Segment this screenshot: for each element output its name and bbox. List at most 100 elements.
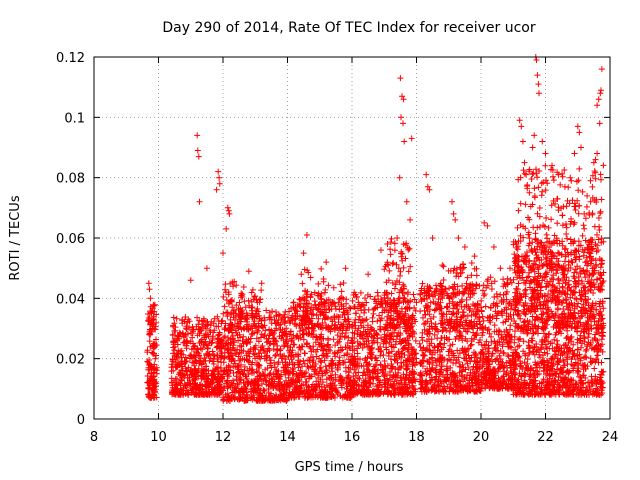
data-point xyxy=(583,346,590,353)
data-point xyxy=(362,295,368,302)
data-point xyxy=(317,358,324,365)
data-point xyxy=(256,362,263,369)
data-point xyxy=(190,340,197,347)
data-point xyxy=(243,352,250,359)
data-point xyxy=(273,385,280,392)
data-point xyxy=(219,377,226,383)
data-point xyxy=(581,334,587,340)
data-point xyxy=(216,383,223,390)
data-point xyxy=(235,362,242,369)
data-point xyxy=(254,373,261,380)
data-point xyxy=(228,379,235,386)
data-point xyxy=(591,365,598,372)
data-point xyxy=(266,326,273,333)
data-point xyxy=(269,376,276,383)
data-point xyxy=(271,359,278,366)
data-point xyxy=(476,282,483,289)
data-point xyxy=(208,340,215,347)
data-point xyxy=(404,298,411,305)
data-point xyxy=(170,367,177,374)
data-point xyxy=(486,345,492,352)
data-point xyxy=(410,291,417,298)
data-point xyxy=(282,371,289,378)
data-point xyxy=(257,392,264,398)
data-point xyxy=(277,387,283,394)
data-point xyxy=(252,293,259,300)
data-point xyxy=(582,348,589,354)
data-point xyxy=(246,353,253,360)
data-point xyxy=(184,319,191,326)
data-point xyxy=(491,338,498,345)
data-point xyxy=(175,391,182,398)
data-point xyxy=(263,307,270,314)
data-point xyxy=(245,348,252,355)
data-point xyxy=(258,331,265,338)
data-point xyxy=(193,373,200,380)
data-point xyxy=(511,251,518,258)
data-point xyxy=(233,385,240,392)
data-point xyxy=(248,392,255,399)
data-point xyxy=(235,337,242,344)
data-points xyxy=(144,54,607,404)
data-point xyxy=(268,364,275,371)
data-point xyxy=(516,342,523,349)
data-point xyxy=(149,317,156,324)
data-point xyxy=(248,331,255,338)
data-point xyxy=(220,371,226,378)
data-point xyxy=(228,396,235,402)
data-point xyxy=(182,371,189,378)
data-point xyxy=(250,346,257,353)
data-point xyxy=(267,360,274,367)
data-point xyxy=(242,304,249,311)
data-point xyxy=(173,315,180,322)
data-point xyxy=(276,376,283,383)
chart-title: Day 290 of 2014, Rate Of TEC Index for r… xyxy=(162,20,536,36)
data-point xyxy=(236,357,243,364)
data-point xyxy=(511,339,518,346)
data-point xyxy=(193,385,200,392)
data-point xyxy=(241,363,248,370)
data-point xyxy=(246,365,253,372)
data-point xyxy=(238,386,245,393)
data-point xyxy=(222,320,229,327)
data-point xyxy=(181,318,188,325)
data-point xyxy=(224,394,231,401)
data-point xyxy=(244,381,251,388)
data-point xyxy=(244,339,251,346)
data-point xyxy=(281,328,288,335)
data-point xyxy=(263,393,270,400)
data-point xyxy=(244,357,251,364)
data-point xyxy=(420,352,427,359)
data-point xyxy=(179,358,185,365)
data-point xyxy=(189,370,196,377)
data-point xyxy=(215,358,221,365)
data-point xyxy=(257,334,264,341)
data-point xyxy=(325,282,332,289)
data-point xyxy=(564,235,571,242)
data-point xyxy=(144,373,151,379)
data-point xyxy=(144,347,151,354)
data-point xyxy=(273,351,279,358)
data-point xyxy=(175,379,182,386)
data-point xyxy=(235,368,242,375)
data-point xyxy=(250,369,257,376)
data-point xyxy=(524,249,530,256)
data-point xyxy=(281,352,288,359)
data-point xyxy=(239,291,246,298)
data-point xyxy=(153,336,159,343)
data-point xyxy=(266,354,273,361)
data-point xyxy=(261,373,268,380)
data-point xyxy=(209,348,216,355)
data-point xyxy=(251,382,258,389)
data-point xyxy=(374,289,381,296)
data-point xyxy=(376,312,383,319)
data-point xyxy=(184,330,191,337)
data-point xyxy=(227,367,234,374)
data-point xyxy=(277,312,283,319)
data-point xyxy=(504,275,511,282)
data-point xyxy=(230,335,237,342)
data-point xyxy=(374,318,381,325)
data-point xyxy=(369,314,376,321)
data-point xyxy=(215,364,221,371)
